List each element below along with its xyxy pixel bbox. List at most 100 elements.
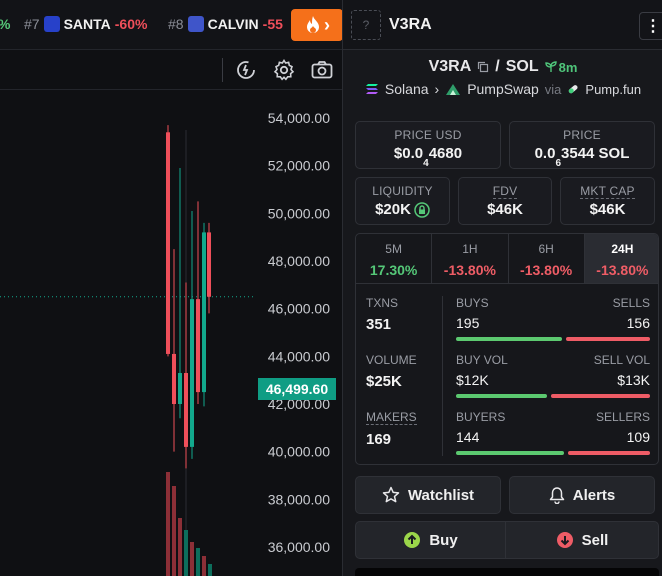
- tab-change: -13.80%: [596, 262, 649, 278]
- mktcap-card: MKT CAP $46K: [560, 177, 655, 225]
- buyers-sellers: BUYERS SELLERS 144 109: [456, 410, 650, 460]
- dex-name[interactable]: PumpSwap: [467, 81, 539, 97]
- sellers-label: SELLERS: [595, 410, 650, 424]
- fire-icon: [307, 16, 319, 33]
- mktcap-value: $46K: [589, 201, 626, 218]
- chart-toolbar: [0, 50, 342, 90]
- price-usd-digits: 4680: [428, 145, 463, 162]
- mktcap-label-wrap: MKT CAP: [561, 184, 654, 199]
- fdv-card: FDV $46K: [458, 177, 552, 225]
- buy-vol-value: $12K: [456, 372, 489, 388]
- liquidity-value: $20K: [375, 201, 411, 218]
- volume-bar: [190, 542, 194, 576]
- price-chart[interactable]: 54,000.00 52,000.00 50,000.00 48,000.00 46,0…: [0, 90, 342, 576]
- candle-down: [172, 353, 176, 404]
- makers-stat: MAKERS 169: [366, 410, 417, 448]
- price-usd-prefix: $0.0: [393, 145, 424, 162]
- y-tick-label: 44,000.00: [268, 348, 330, 364]
- candle-down: [184, 373, 188, 447]
- watchlist-button[interactable]: Watchlist: [355, 476, 501, 514]
- fdv-label: FDV: [492, 184, 518, 199]
- volume-bar: [208, 564, 212, 576]
- buy-bar: [456, 337, 562, 341]
- lock-icon[interactable]: [414, 201, 430, 218]
- bottom-panel-edge: [355, 568, 659, 576]
- copy-icon[interactable]: [477, 61, 489, 73]
- buy-vol-label: BUY VOL: [456, 353, 508, 367]
- trending-fire-button[interactable]: ›: [291, 9, 342, 41]
- alerts-label: Alerts: [572, 486, 616, 504]
- pair-age-value: 8m: [558, 59, 578, 75]
- price-sol-value: 0.063544 SOL: [510, 145, 654, 169]
- pair-age: 8m: [544, 59, 578, 75]
- sell-vol-value: $13K: [617, 372, 650, 388]
- santa-token-icon: [43, 16, 60, 32]
- txns-stat: TXNS 351: [366, 296, 398, 333]
- buys-sells: BUYS SELLS 195 156: [456, 296, 650, 346]
- launchpad-name[interactable]: Pump.fun: [585, 81, 642, 97]
- sell-bar: [551, 394, 650, 398]
- bell-icon: [549, 487, 564, 504]
- volume-bar: [202, 556, 206, 576]
- tab-label: 1H: [462, 242, 478, 256]
- seedling-icon: [544, 61, 557, 72]
- panel-header: ? V3RA ⋮: [343, 0, 662, 50]
- txns-label: TXNS: [366, 296, 399, 310]
- ticker-item-calvin[interactable]: #8 CALVIN -55: [168, 16, 283, 32]
- volume-bar: [178, 518, 182, 576]
- buy-button[interactable]: Buy: [355, 521, 506, 559]
- trending-ticker: % #7 SANTA -60% #8 CALVIN -55 ›: [0, 0, 342, 50]
- ticker-change: -60%: [114, 16, 148, 32]
- makers-value: 169: [366, 431, 392, 448]
- candle-up: [178, 373, 182, 404]
- ticker-item-santa[interactable]: #7 SANTA -60%: [24, 16, 147, 32]
- mktcap-label: MKT CAP: [580, 184, 635, 199]
- price-sol-prefix: 0.0: [534, 145, 556, 162]
- liquidity-label: LIQUIDITY: [372, 184, 433, 198]
- sell-vol-label: SELL VOL: [593, 353, 650, 367]
- via-label: via: [544, 81, 562, 97]
- candlestick-chart-svg[interactable]: 54,000.00 52,000.00 50,000.00 48,000.00 46,0…: [0, 90, 342, 576]
- toolbar-divider: [222, 58, 223, 82]
- sells-label: SELLS: [612, 296, 650, 310]
- arrow-down-circle-icon: [556, 532, 573, 548]
- alerts-button[interactable]: Alerts: [509, 476, 655, 514]
- watchlist-label: Watchlist: [407, 486, 475, 504]
- tab-change: 17.30%: [369, 262, 418, 278]
- arrow-up-circle-icon: [404, 532, 421, 548]
- solana-icon: [365, 84, 378, 94]
- buys-value: 195: [456, 315, 480, 331]
- makers-label: MAKERS: [366, 410, 417, 425]
- pair-base: V3RA: [428, 58, 472, 75]
- sell-button[interactable]: Sell: [505, 521, 659, 559]
- token-logo-placeholder[interactable]: ?: [351, 10, 381, 40]
- pair-quote: SOL: [505, 58, 539, 75]
- replay-icon[interactable]: [234, 58, 258, 82]
- stats-box: 5M 17.30% 1H -13.80% 6H -13.80% 24H -13.…: [355, 233, 659, 465]
- tab-5m[interactable]: 5M 17.30%: [356, 234, 433, 283]
- ticker-rank: #8: [168, 16, 184, 32]
- tab-label: 6H: [538, 242, 554, 256]
- price-usd-label: PRICE USD: [394, 128, 462, 142]
- y-tick-label: 48,000.00: [268, 253, 330, 269]
- star-icon: [382, 486, 400, 503]
- settings-gear-icon[interactable]: [272, 58, 296, 82]
- tab-1h[interactable]: 1H -13.80%: [432, 234, 509, 283]
- liquidity-value-row: $20K: [356, 201, 449, 218]
- more-menu-button[interactable]: ⋮: [639, 12, 662, 40]
- price-sol-digits: 3544 SOL: [561, 145, 630, 162]
- ticker-name: SANTA: [63, 16, 111, 32]
- y-tick-label: 42,000.00: [268, 396, 330, 412]
- buys-label: BUYS: [456, 296, 489, 310]
- tab-24h[interactable]: 24H -13.80%: [584, 234, 658, 283]
- candle-up: [190, 299, 194, 447]
- chain-name[interactable]: Solana: [384, 81, 429, 97]
- ticker-change: -55: [262, 16, 283, 32]
- tab-6h[interactable]: 6H -13.80%: [509, 234, 585, 283]
- buy-label: Buy: [429, 531, 458, 549]
- camera-icon[interactable]: [310, 58, 334, 82]
- tab-change: -13.80%: [443, 262, 496, 278]
- volume-bar: [172, 486, 176, 576]
- chevron-right-icon: ›: [324, 14, 330, 35]
